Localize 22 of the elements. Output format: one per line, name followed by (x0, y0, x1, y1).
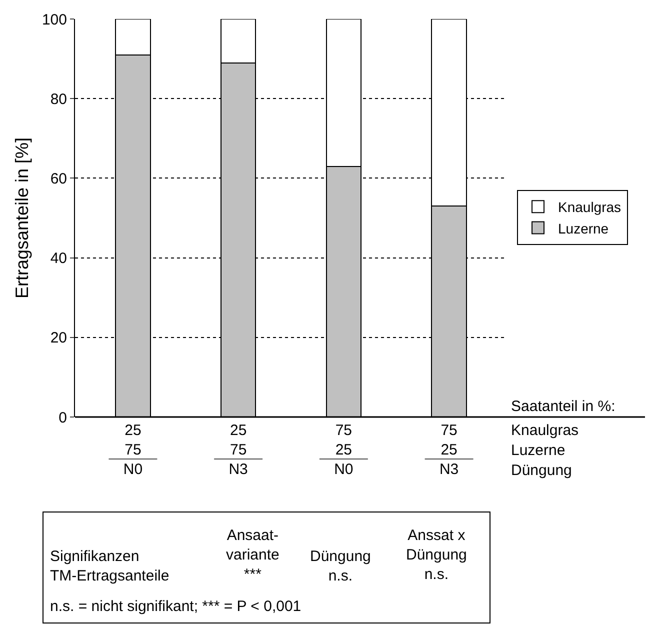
y-tick-label: 20 (50, 330, 67, 347)
legend-label: Luzerne (558, 220, 609, 236)
y-tick-label: 60 (50, 170, 67, 188)
text: n.s. = nicht signifikant; *** = P < 0,001 (50, 598, 302, 615)
y-tick-label: 100 (42, 11, 67, 28)
legend-label: Knaulgras (558, 199, 622, 216)
y-tick-label: 0 (58, 409, 67, 426)
text: Luzerne (511, 442, 566, 459)
y-axis-title: Ertragsanteile in [%] (12, 137, 32, 299)
x-tick-label: 75 25 N3 (439, 422, 459, 478)
text: Düngung (511, 462, 572, 479)
text: Anssat x Düngung n.s. (406, 527, 467, 583)
y-tick-label: 80 (50, 90, 67, 108)
x-tick-label: 25 75 N0 (123, 422, 143, 478)
x-tick-label: 75 25 N0 (334, 422, 354, 478)
x-tick-label: 25 75 N3 (228, 422, 248, 478)
text: Ansaat- variante *** (226, 527, 280, 583)
text: Saatanteil in %: (511, 398, 616, 415)
y-tick-label: 40 (50, 250, 67, 268)
text: Signifikanzen TM-Ertragsanteile (50, 548, 170, 584)
text: Knaulgras (511, 422, 579, 439)
text: Düngung n.s. (310, 548, 371, 584)
